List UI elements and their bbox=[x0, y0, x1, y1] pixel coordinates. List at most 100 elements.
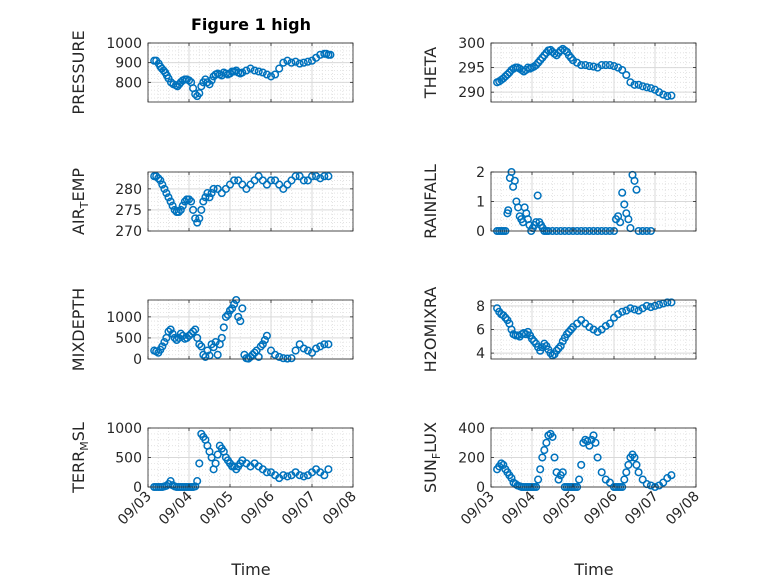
data-point bbox=[242, 66, 251, 75]
data-point bbox=[303, 57, 312, 66]
data-point bbox=[207, 189, 216, 198]
data-point bbox=[614, 310, 623, 319]
y-axis-label: PRESSURE bbox=[69, 30, 88, 114]
data-point bbox=[577, 460, 586, 469]
data-point bbox=[638, 304, 647, 313]
data-point bbox=[279, 471, 288, 480]
axes-box bbox=[147, 299, 354, 360]
data-point bbox=[320, 172, 329, 181]
y-tick-label: 270 bbox=[115, 224, 142, 240]
data-point bbox=[250, 176, 259, 185]
data-point bbox=[614, 63, 623, 72]
data-point bbox=[324, 340, 333, 349]
data-point bbox=[168, 201, 177, 210]
data-point bbox=[630, 305, 639, 314]
data-point bbox=[209, 343, 218, 352]
data-point bbox=[583, 437, 592, 446]
y-axis-label-subscript: T bbox=[78, 201, 91, 209]
data-point bbox=[630, 80, 639, 89]
data-point bbox=[642, 301, 651, 310]
axes-box bbox=[490, 42, 697, 103]
data-point bbox=[536, 465, 545, 474]
data-point bbox=[554, 475, 563, 484]
data-point bbox=[279, 184, 288, 193]
data-point bbox=[275, 180, 284, 189]
data-point bbox=[499, 460, 508, 469]
data-point bbox=[189, 205, 198, 214]
data-point bbox=[503, 70, 512, 79]
data-point bbox=[166, 325, 175, 334]
data-point bbox=[164, 327, 173, 336]
data-point bbox=[663, 92, 672, 101]
data-point bbox=[271, 176, 280, 185]
data-point bbox=[246, 64, 255, 73]
y-tick-label: 900 bbox=[115, 56, 142, 72]
y-tick-label: 275 bbox=[115, 203, 142, 219]
data-point bbox=[667, 298, 676, 307]
data-point bbox=[497, 459, 506, 468]
data-point bbox=[591, 438, 600, 447]
data-point bbox=[197, 342, 206, 351]
figure-title: Figure 1 high bbox=[191, 15, 311, 34]
data-point bbox=[191, 90, 200, 99]
data-point bbox=[154, 174, 163, 183]
data-point bbox=[593, 327, 602, 336]
y-tick-label: 400 bbox=[458, 421, 485, 437]
data-point bbox=[176, 205, 185, 214]
data-point bbox=[507, 325, 516, 334]
data-point bbox=[624, 215, 633, 224]
y-tick-label: 1000 bbox=[106, 310, 142, 326]
y-tick-label: 0 bbox=[476, 480, 485, 496]
data-point bbox=[659, 90, 668, 99]
data-point bbox=[246, 180, 255, 189]
data-point bbox=[254, 172, 263, 181]
x-axis-label-right: Time bbox=[573, 560, 613, 579]
data-point bbox=[626, 224, 635, 233]
data-point bbox=[622, 306, 631, 315]
data-point bbox=[242, 184, 251, 193]
subplot-1: 290 295 300 THETA bbox=[421, 36, 697, 103]
data-point bbox=[558, 468, 567, 477]
data-point bbox=[642, 83, 651, 92]
data-point bbox=[178, 201, 187, 210]
data-point bbox=[618, 188, 627, 197]
y-tick-label: 1000 bbox=[106, 36, 142, 52]
data-point bbox=[166, 197, 175, 206]
data-point bbox=[303, 346, 312, 355]
data-point bbox=[605, 61, 614, 70]
data-point bbox=[275, 64, 284, 73]
data-point bbox=[193, 218, 202, 227]
data-point bbox=[182, 333, 191, 342]
data-point bbox=[646, 481, 655, 490]
data-point bbox=[632, 460, 641, 469]
y-tick-label: 290 bbox=[458, 85, 485, 101]
data-point bbox=[618, 65, 627, 75]
data-point bbox=[634, 306, 643, 315]
data-point bbox=[620, 200, 629, 209]
data-point bbox=[234, 176, 243, 185]
subplot-4: 0 500 1000 MIXDEPTH bbox=[69, 288, 354, 371]
data-point bbox=[260, 335, 269, 345]
data-point bbox=[230, 300, 239, 309]
data-point bbox=[585, 323, 594, 332]
data-point bbox=[170, 333, 179, 342]
y-axis-label: RAINFALL bbox=[421, 164, 440, 239]
data-point bbox=[238, 180, 247, 189]
y-axis-label: MIXDEPTH bbox=[69, 288, 88, 371]
data-point bbox=[632, 185, 641, 194]
data-point bbox=[195, 459, 204, 468]
data-point bbox=[589, 62, 598, 71]
data-point bbox=[203, 78, 212, 87]
data-point bbox=[250, 348, 259, 357]
data-point bbox=[585, 62, 594, 71]
y-axis-label-subscript: M bbox=[78, 441, 91, 451]
data-point bbox=[254, 352, 263, 361]
data-point bbox=[271, 70, 280, 79]
y-axis-label: THETA bbox=[421, 47, 440, 99]
data-point bbox=[540, 339, 549, 348]
data-point bbox=[540, 446, 549, 455]
data-point bbox=[626, 304, 635, 313]
data-point bbox=[324, 465, 333, 474]
data-point bbox=[533, 191, 542, 200]
data-point bbox=[166, 477, 175, 486]
